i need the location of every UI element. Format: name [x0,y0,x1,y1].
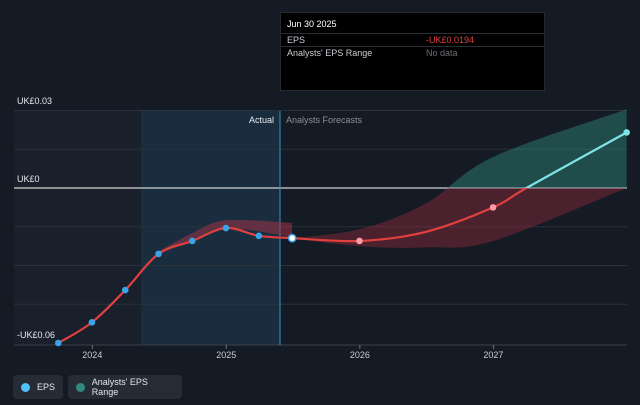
eps-point-6 [255,232,263,240]
forecast-range-band-positive [447,109,627,188]
x-axis-ticks: 2024 2025 2026 2027 [82,345,503,360]
y-label-bottom: -UK£0.06 [17,330,55,340]
actual-section-label: Actual [249,115,274,125]
tooltip-panel: Jun 30 2025 EPS -UK£0.0194 Analysts' EPS… [280,12,545,91]
range-dot-icon [76,382,85,392]
eps-point-3 [155,250,162,258]
series-markers [54,129,630,347]
eps-point-5 [222,224,230,232]
tooltip-eps-label: EPS [287,35,306,45]
past-shaded-region [14,111,141,345]
tooltip-row-eps: EPS -UK£0.0194 [281,33,544,47]
forecast-range-band-negative [292,188,627,248]
forecast-section-label: Analysts Forecasts [286,115,363,125]
eps-forecast-line-negative [292,188,529,243]
tooltip-eps-value: -UK£0.0194 [426,35,475,45]
legend-eps-button[interactable]: EPS [13,375,63,399]
legend-range-label: Analysts' EPS Range [91,377,148,397]
eps-forecast-line-positive [524,131,628,188]
eps-point-7 [287,233,297,243]
forecast-point-5 [623,129,630,136]
eps-point-1 [88,319,96,326]
tooltip-range-label: Analysts' EPS Range [287,48,373,58]
eps-point-4 [188,237,196,245]
y-label-zero: UK£0 [17,174,40,184]
y-label-top: UK£0.03 [17,96,52,106]
x-tick-label-2025: 2025 [216,350,236,360]
eps-point-0 [54,339,62,347]
eps-point-2 [121,286,129,294]
x-tick-label-2026: 2026 [350,350,370,360]
tooltip-range-value: No data [426,48,458,58]
tooltip-date: Jun 30 2025 [287,19,337,29]
eps-dot-icon [21,382,30,392]
x-tick-label-2024: 2024 [82,350,102,360]
forecast-point-1 [356,237,363,245]
legend-range-button[interactable]: Analysts' EPS Range [68,375,182,399]
legend-eps-label: EPS [36,382,55,392]
forecast-point-3 [489,204,497,211]
grid-lines [14,110,627,346]
past-estimates-band [158,219,293,254]
range-bands [158,109,627,254]
tooltip-row-range: Analysts' EPS Range No data [281,46,544,60]
x-tick-label-2027: 2027 [483,350,503,360]
